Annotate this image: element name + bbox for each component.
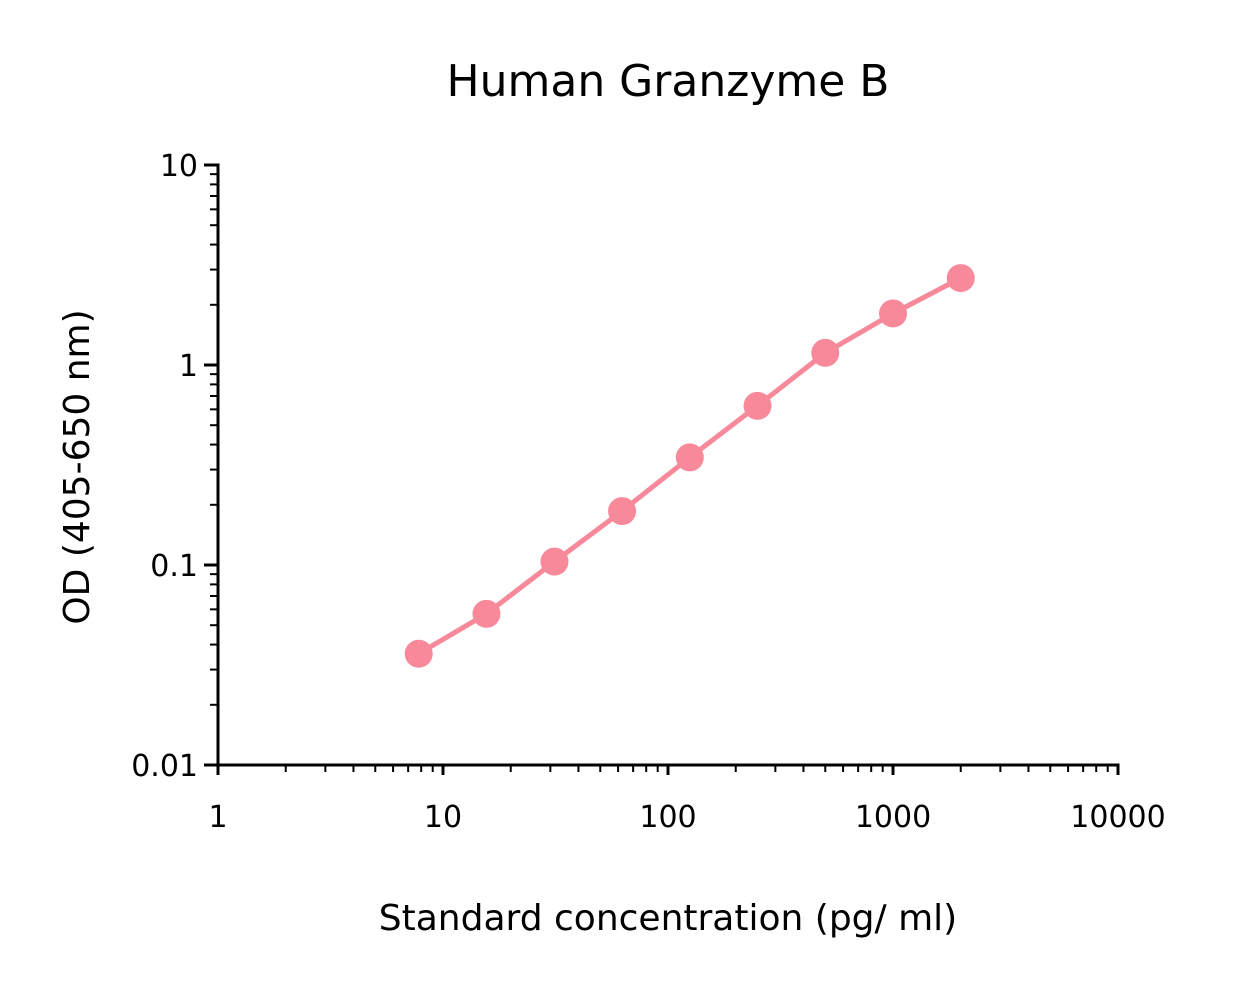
- data-point: [472, 599, 501, 628]
- y-tick-label: 10: [160, 149, 198, 184]
- y-tick-label: 0.01: [131, 749, 198, 784]
- chart-title: Human Granzyme B: [447, 56, 890, 107]
- data-marks: [404, 264, 975, 668]
- x-tick-label: 1: [208, 800, 227, 835]
- data-point: [675, 443, 704, 472]
- axes: 1 10 100 1000 10000 0.01 0.1 1 10: [131, 149, 1166, 835]
- y-axis-label: OD (405-650 nm): [57, 309, 98, 624]
- y-tick-label: 1: [179, 349, 198, 384]
- x-tick-label: 10000: [1070, 800, 1165, 835]
- x-tick-label: 1000: [855, 800, 931, 835]
- data-point: [540, 547, 569, 576]
- data-point: [743, 391, 772, 420]
- y-tick-label: 0.1: [150, 549, 198, 584]
- x-tick-label: 100: [639, 800, 696, 835]
- data-point: [811, 338, 840, 367]
- x-tick-label: 10: [424, 800, 462, 835]
- data-point: [608, 497, 637, 526]
- data-point: [404, 639, 433, 668]
- data-point: [946, 264, 975, 293]
- data-point: [879, 299, 907, 328]
- x-axis-label: Standard concentration (pg/ ml): [379, 898, 957, 939]
